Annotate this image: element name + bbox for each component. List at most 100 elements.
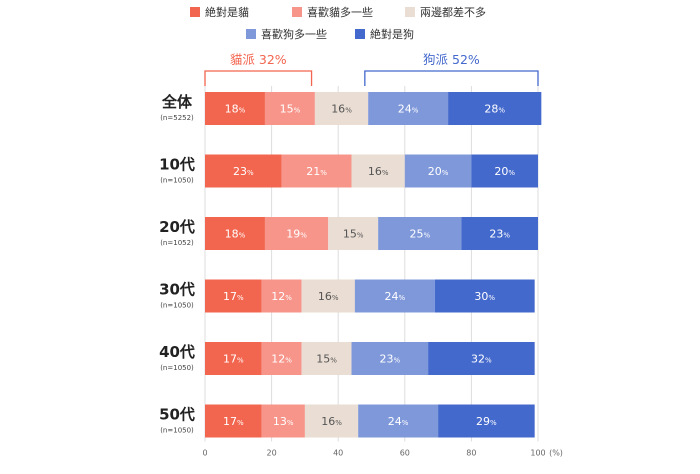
legend-label-3: 兩邊都差不多 (420, 5, 486, 19)
bar-segment-r2-s1 (205, 154, 282, 188)
summary-bracket-1 (204, 70, 313, 86)
bar-segment-r1-s5 (448, 92, 542, 125)
bar-segment-r4-s3 (301, 279, 355, 313)
x-tick-label-20: 20 (267, 449, 277, 458)
bar-segment-r3-s5 (461, 217, 538, 250)
bar-segment-r4-s1 (205, 279, 262, 313)
bar-value-label-r1-s5: 28% (484, 103, 505, 116)
x-tick-label-100: 100 (530, 449, 545, 458)
bar-value-label-r6-s3: 16% (321, 415, 342, 428)
bar-segment-r2-s4 (404, 154, 472, 188)
bar-segment-r6-s2 (261, 404, 305, 438)
bar-value-label-r4-s3: 16% (318, 290, 339, 303)
legend-swatch-5 (355, 29, 365, 39)
bar-segment-r5-s3 (301, 342, 352, 375)
category-sample-2: (n=1050) (160, 177, 194, 185)
bar-segment-r6-s4 (358, 404, 439, 438)
category-label-4: 30代 (159, 281, 195, 299)
bar-segment-r2-s2 (281, 154, 352, 188)
bar-segment-r3-s4 (378, 217, 462, 250)
bars: 18% 15% 16% 24% 28% 23% 21% 16% 20% 20% 18% 19% 15% 2… (205, 92, 542, 438)
legend-label-1: 絶對是貓 (205, 5, 249, 19)
bar-value-label-r3-s2: 19% (286, 228, 307, 241)
bar-value-label-r1-s2: 15% (280, 103, 301, 116)
bar-value-label-r3-s1: 18% (225, 228, 246, 241)
category-sample-5: (n=1050) (160, 364, 194, 372)
bar-segment-r5-s4 (351, 342, 429, 375)
bar-value-label-r2-s3: 16% (368, 165, 389, 178)
bar-segment-r1-s4 (368, 92, 449, 125)
bar-value-label-r5-s4: 23% (379, 353, 400, 366)
category-label-2: 10代 (159, 156, 195, 174)
bar-value-label-r2-s4: 20% (428, 165, 449, 178)
bar-segment-r4-s2 (261, 279, 302, 313)
category-label-5: 40代 (159, 343, 195, 361)
summary-brackets: 貓派 32% 狗派 52% (204, 52, 539, 86)
summary-label-2: 狗派 52% (423, 52, 480, 67)
category-sample-4: (n=1050) (160, 302, 194, 310)
bar-value-label-r4-s4: 24% (384, 290, 405, 303)
bar-value-label-r3-s5: 23% (489, 228, 510, 241)
grid-lines (204, 86, 539, 442)
bar-value-label-r3-s3: 15% (343, 228, 364, 241)
x-tick-label-0: 0 (202, 449, 207, 458)
bar-value-label-r6-s5: 29% (476, 415, 497, 428)
bar-segment-r4-s4 (354, 279, 435, 313)
category-label-1: 全体 (161, 93, 193, 111)
bar-segment-r1-s3 (314, 92, 369, 125)
legend-swatch-3 (405, 7, 415, 17)
bar-value-label-r4-s5: 30% (474, 290, 495, 303)
bar-value-label-r4-s2: 12% (271, 290, 292, 303)
bar-segment-r3-s1 (205, 217, 265, 250)
bar-segment-r1-s2 (264, 92, 315, 125)
bar-segment-r6-s5 (438, 404, 535, 438)
bar-value-label-r5-s1: 17% (223, 353, 244, 366)
bar-value-label-r4-s1: 17% (223, 290, 244, 303)
bar-value-label-r5-s2: 12% (271, 353, 292, 366)
summary-label-1: 貓派 32% (230, 52, 287, 67)
legend-swatch-4 (246, 29, 256, 39)
bar-value-label-r5-s5: 32% (471, 353, 492, 366)
bar-value-label-r6-s2: 13% (273, 415, 294, 428)
bar-value-label-r1-s3: 16% (331, 103, 352, 116)
legend-swatch-1 (190, 7, 200, 17)
summary-bracket-2 (364, 70, 539, 86)
bar-value-label-r5-s3: 15% (316, 353, 337, 366)
bar-segment-r4-s5 (434, 279, 535, 313)
bar-value-label-r2-s5: 20% (494, 165, 515, 178)
legend-swatch-2 (292, 7, 302, 17)
category-label-3: 20代 (159, 218, 195, 236)
bar-value-label-r1-s4: 24% (398, 103, 419, 116)
bar-segment-r6-s3 (304, 404, 359, 438)
category-labels: 全体 (n=5252) 10代 (n=1050) 20代 (n=1052) 30代 (n=10… (159, 93, 195, 435)
bar-segment-r2-s5 (471, 154, 538, 188)
x-tick-label-80: 80 (466, 449, 476, 458)
legend-label-4: 喜歡狗多一些 (261, 27, 327, 41)
category-sample-6: (n=1050) (160, 427, 194, 435)
bar-segment-r5-s2 (261, 342, 302, 375)
legend-label-2: 喜歡貓多一些 (307, 5, 373, 19)
x-axis: 0 20 40 60 80 100 (%) (202, 449, 562, 458)
bar-segment-r1-s1 (205, 92, 265, 125)
category-sample-1: (n=5252) (160, 114, 194, 122)
bar-value-label-r3-s4: 25% (409, 228, 430, 241)
bar-value-label-r2-s2: 21% (306, 165, 327, 178)
x-axis-unit: (%) (549, 449, 563, 458)
bar-value-label-r2-s1: 23% (233, 165, 254, 178)
bar-segment-r2-s3 (351, 154, 405, 188)
bar-value-label-r1-s1: 18% (225, 103, 246, 116)
bar-segment-r5-s1 (205, 342, 262, 375)
bar-segment-r6-s1 (205, 404, 262, 438)
bar-value-label-r6-s1: 17% (223, 415, 244, 428)
bar-segment-r3-s2 (264, 217, 329, 250)
x-tick-label-40: 40 (333, 449, 343, 458)
bar-value-label-r6-s4: 24% (388, 415, 409, 428)
bar-segment-r3-s3 (328, 217, 379, 250)
category-sample-3: (n=1052) (160, 239, 194, 247)
x-tick-label-60: 60 (400, 449, 410, 458)
category-label-6: 50代 (159, 406, 195, 424)
legend-label-5: 絶對是狗 (370, 27, 414, 41)
bar-segment-r5-s5 (428, 342, 535, 375)
